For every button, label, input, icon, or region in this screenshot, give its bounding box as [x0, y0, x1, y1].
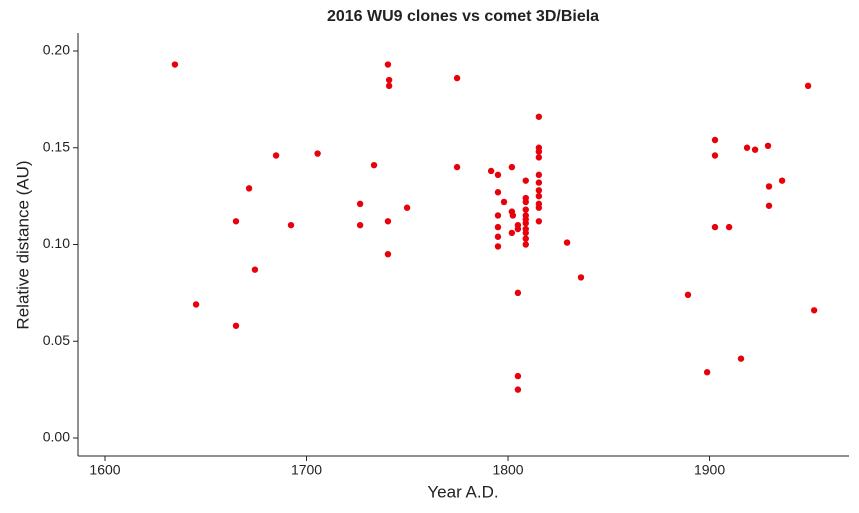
point: [535, 192, 543, 200]
point: [192, 301, 200, 308]
chart-title: 2016 WU9 clones vs comet 3D/Biela: [327, 8, 599, 25]
point: [500, 198, 508, 206]
point: [522, 220, 529, 227]
y-tick-label: 0.05: [43, 332, 70, 348]
point: [453, 74, 461, 82]
y-tick-label: 0.20: [43, 42, 70, 58]
point: [535, 154, 543, 161]
point: [232, 218, 240, 225]
point: [751, 146, 759, 153]
point: [384, 218, 392, 225]
point: [810, 307, 818, 314]
point: [711, 223, 719, 231]
point: [314, 150, 321, 157]
point: [711, 136, 719, 144]
y-axis-label: Relative distance (AU): [13, 160, 32, 329]
point: [514, 372, 522, 380]
point: [535, 218, 543, 225]
point: [563, 239, 571, 246]
point: [703, 369, 711, 376]
x-axis-label: Year A.D.: [427, 482, 498, 501]
point: [725, 223, 733, 231]
point: [535, 171, 543, 179]
point: [385, 82, 393, 90]
x-tick-label: 1700: [291, 462, 322, 478]
point: [171, 61, 179, 68]
point: [535, 148, 543, 155]
point: [356, 221, 364, 229]
point: [494, 223, 502, 231]
point: [494, 189, 502, 196]
x-tick-label: 1800: [492, 462, 523, 478]
point: [494, 243, 502, 250]
point: [494, 233, 502, 240]
point: [535, 187, 543, 194]
point: [577, 274, 585, 281]
point: [522, 198, 529, 206]
point: [384, 61, 392, 68]
point: [272, 152, 280, 159]
point: [514, 386, 522, 393]
point: [535, 113, 543, 120]
point: [522, 229, 529, 237]
point: [535, 179, 543, 186]
point: [384, 250, 392, 258]
y-tick-label: 0.15: [43, 138, 70, 154]
point: [522, 206, 529, 213]
point: [737, 355, 745, 362]
point: [765, 202, 773, 209]
point: [743, 144, 751, 151]
point: [711, 152, 719, 159]
point: [514, 225, 522, 233]
point: [494, 171, 502, 179]
y-tick-label: 0.00: [43, 429, 70, 445]
point: [251, 266, 259, 273]
y-tick-label: 0.10: [43, 235, 70, 251]
point: [508, 163, 516, 171]
point: [764, 142, 772, 150]
point: [765, 183, 773, 190]
point: [453, 163, 461, 171]
point: [522, 177, 529, 184]
point: [514, 289, 522, 297]
x-tick-label: 1900: [694, 462, 725, 478]
point: [494, 212, 502, 219]
point: [509, 212, 517, 219]
point: [370, 161, 378, 169]
point: [232, 322, 240, 329]
point: [385, 76, 393, 84]
point: [522, 241, 529, 248]
point: [535, 204, 543, 211]
x-tick-label: 1600: [89, 462, 120, 478]
point: [487, 167, 495, 175]
point: [245, 185, 253, 192]
point: [287, 221, 295, 229]
point: [804, 82, 812, 90]
point: [356, 200, 364, 208]
point: [684, 291, 692, 299]
point: [403, 204, 411, 211]
point: [522, 235, 529, 242]
point: [508, 229, 516, 237]
point: [778, 177, 786, 184]
